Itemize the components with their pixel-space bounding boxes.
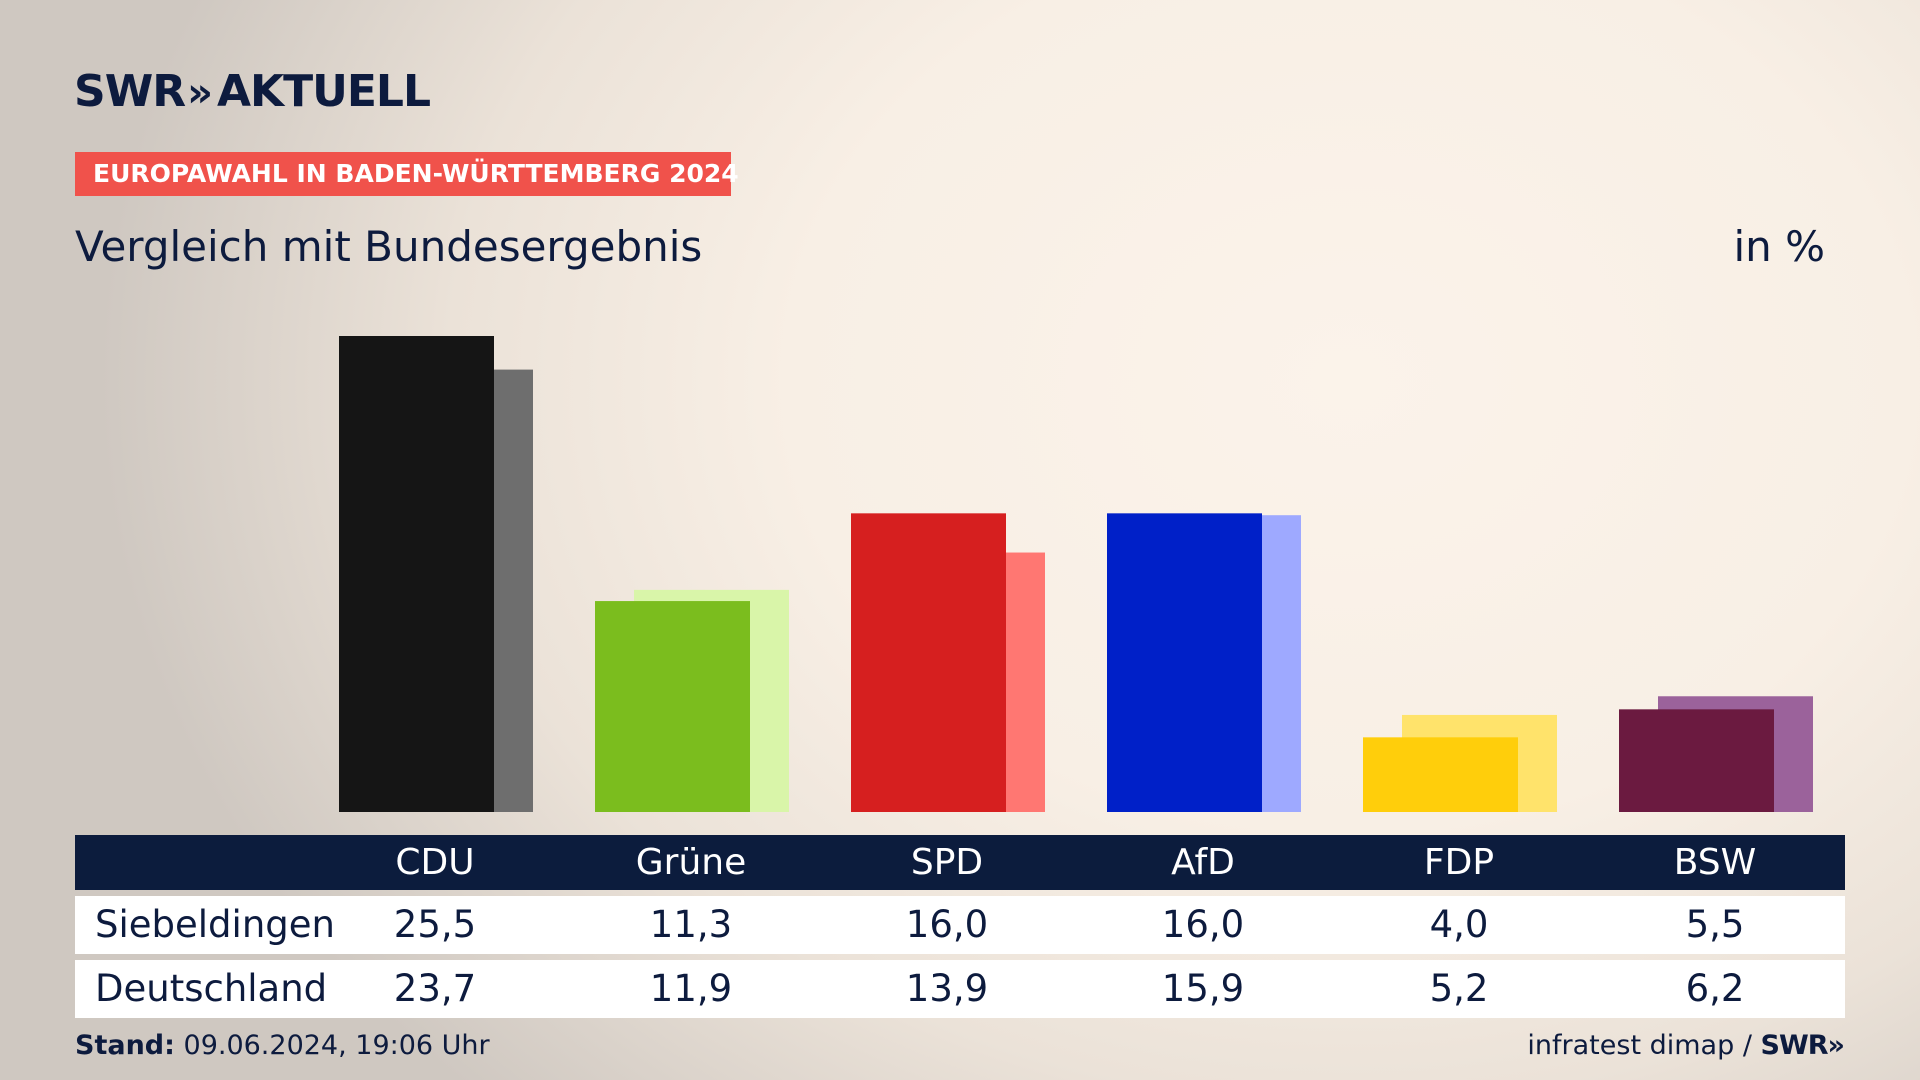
value-cell: 11,3 [649, 903, 733, 946]
row-label: Deutschland [95, 967, 328, 1010]
column-header-fdp: FDP [1423, 842, 1495, 883]
table-row-siebeldingen: Siebeldingen 25,5 11,3 16,0 16,0 4,0 5,5 [75, 896, 1845, 954]
value-cell: 16,0 [1161, 903, 1245, 946]
value-cell: 25,5 [393, 903, 477, 946]
source-credit: infratest dimap / SWR» [1527, 1030, 1845, 1061]
swr-small-logo: SWR» [1760, 1030, 1845, 1061]
bar-siebeldingen-spd [851, 513, 1006, 812]
logo-product: AKTUELL [216, 66, 431, 117]
swr-aktuell-logo: SWR» AKTUELL [74, 70, 431, 114]
value-cell: 13,9 [905, 967, 989, 1010]
bar-siebeldingen-fdp [1363, 737, 1518, 812]
table-header-row: CDU Grüne SPD AfD FDP BSW [75, 835, 1845, 890]
column-header-spd: SPD [910, 842, 984, 883]
chart-title: Vergleich mit Bundesergebnis [75, 222, 703, 271]
election-tag: EUROPAWAHL IN BADEN-WÜRTTEMBERG 2024 [75, 152, 739, 196]
value-cell: 16,0 [905, 903, 989, 946]
source-label: infratest dimap / [1527, 1030, 1752, 1061]
value-cell: 23,7 [393, 967, 477, 1010]
value-cell: 15,9 [1161, 967, 1245, 1010]
value-cell: 11,9 [649, 967, 733, 1010]
value-cell: 4,0 [1429, 903, 1489, 946]
bar-siebeldingen-grüne [595, 601, 750, 812]
row-label: Siebeldingen [95, 903, 335, 946]
column-header-afd: AfD [1171, 842, 1235, 883]
column-header-cdu: CDU [395, 842, 475, 883]
value-cell: 5,5 [1685, 903, 1745, 946]
value-cell: 6,2 [1685, 967, 1745, 1010]
bar-siebeldingen-bsw [1619, 709, 1774, 812]
bar-siebeldingen-afd [1107, 513, 1262, 812]
stand-value: 09.06.2024, 19:06 Uhr [183, 1030, 490, 1061]
results-table: CDU Grüne SPD AfD FDP BSW Siebeldingen 25,5 11… [75, 835, 1845, 1018]
logo-brand: SWR [74, 66, 186, 117]
stand-label: Stand: [75, 1030, 175, 1061]
timestamp: Stand: 09.06.2024, 19:06 Uhr [75, 1030, 490, 1061]
column-header-bsw: BSW [1673, 842, 1757, 883]
table-row-deutschland: Deutschland 23,7 11,9 13,9 15,9 5,2 6,2 [75, 960, 1845, 1018]
column-header-grüne: Grüne [635, 842, 747, 883]
bar-siebeldingen-cdu [339, 336, 494, 812]
value-cell: 5,2 [1429, 967, 1489, 1010]
unit-label: in % [1733, 222, 1825, 271]
